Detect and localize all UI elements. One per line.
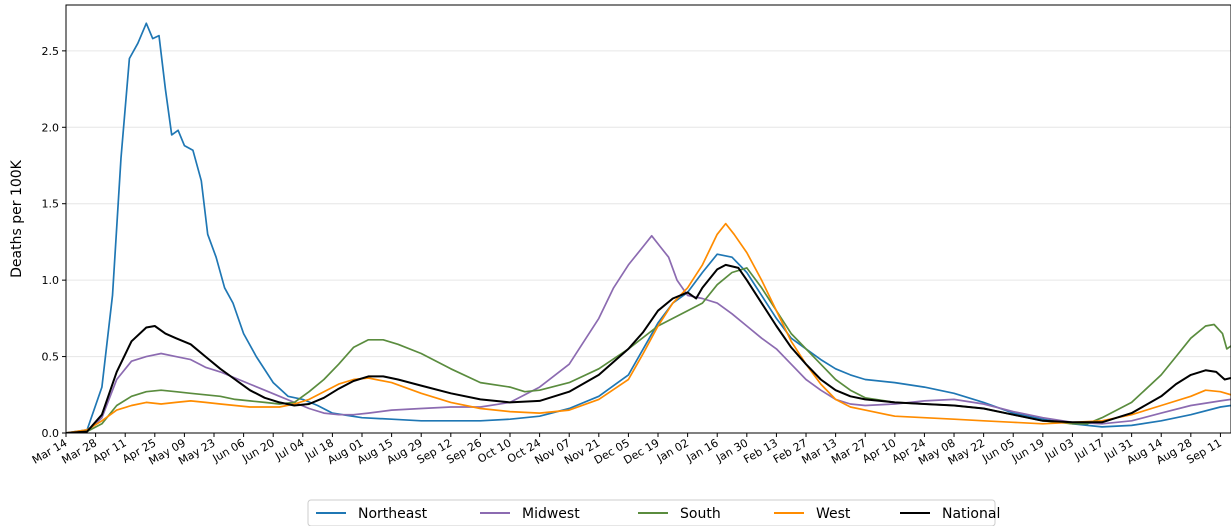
y-tick-label: 2.5 [42,45,60,58]
legend-label-west: West [816,506,851,522]
y-tick-label: 0.0 [42,427,60,440]
series-lines [66,22,1231,433]
x-tick-label: Jan 02 [654,436,691,465]
y-tick-label: 0.5 [42,351,60,364]
legend-label-national: National [942,506,1000,522]
x-tick-label: Jul 04 [272,436,306,463]
series-line-west [66,222,1231,433]
y-axis-ticks: 0.0 0.5 1.0 1.5 2.0 2.5 [42,45,66,440]
y-axis-label: Deaths per 100K [9,159,25,278]
legend-label-south: South [680,506,721,522]
plot-frame [65,4,1231,434]
series-line-national [66,263,1231,433]
x-tick-label: Jul 03 [1042,436,1076,463]
series-line-midwest [66,234,1231,433]
x-tick-label: Jun 19 [1009,436,1046,465]
y-tick-label: 1.0 [42,274,60,287]
legend: Northeast Midwest South West National [307,499,1000,526]
legend-label-midwest: Midwest [522,506,580,522]
series-line-northeast [66,22,1231,433]
x-tick-label: Jun 05 [979,436,1016,465]
y-tick-label: 2.0 [42,121,60,134]
x-tick-label: Jul 17 [1072,436,1106,463]
grid-lines [66,50,1231,434]
x-tick-label: Oct 10 [475,436,513,466]
series-line-south [66,267,1231,433]
x-tick-label: Jun 20 [239,436,276,465]
y-tick-label: 1.5 [42,198,60,211]
x-tick-label: Jan 16 [684,436,721,465]
legend-label-northeast: Northeast [358,506,428,522]
x-tick-label: Jun 06 [210,436,247,465]
